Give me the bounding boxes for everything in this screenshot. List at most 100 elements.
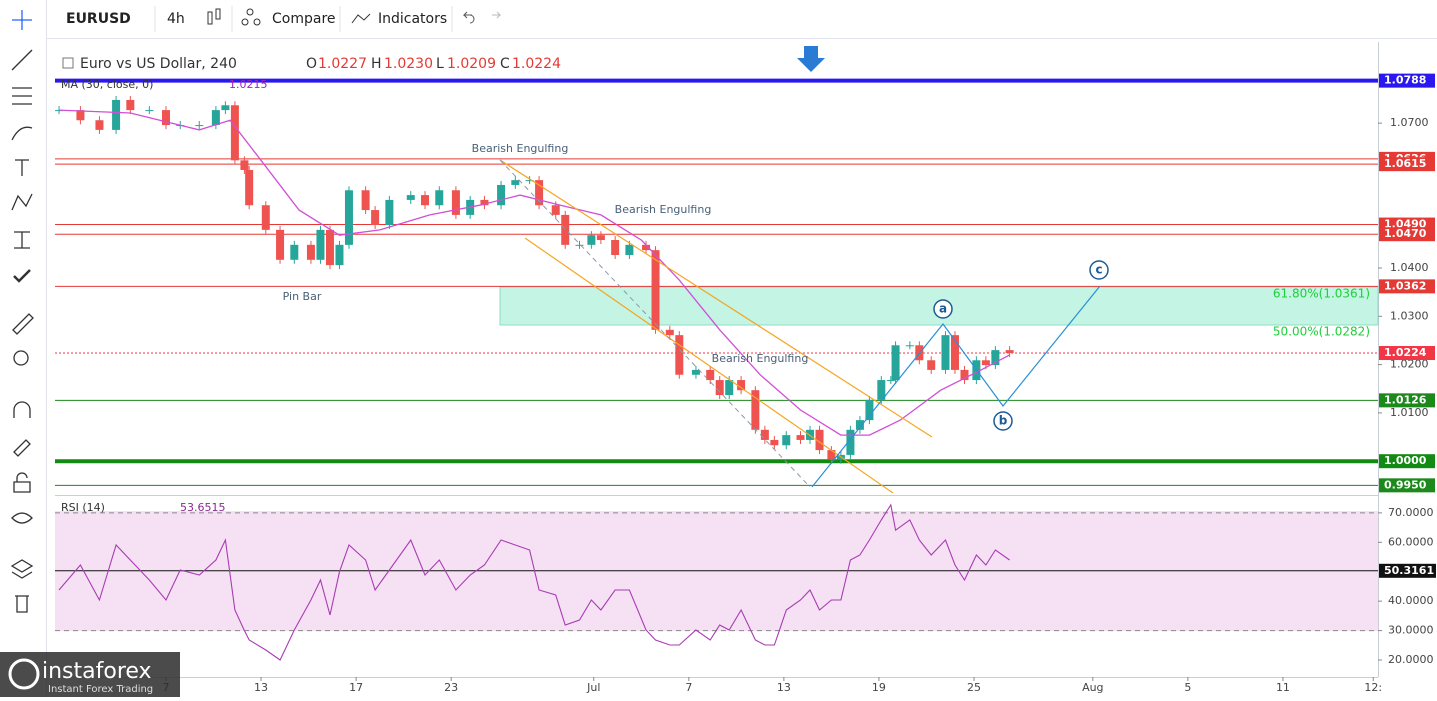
candle bbox=[877, 380, 886, 400]
candle bbox=[596, 235, 605, 241]
trendline-tool[interactable] bbox=[11, 49, 33, 71]
level-label: 1.0615 bbox=[1384, 157, 1426, 170]
crosshair-tool[interactable] bbox=[12, 10, 32, 30]
candle bbox=[406, 195, 415, 200]
candle bbox=[325, 229, 334, 266]
compare-button[interactable]: Compare bbox=[272, 11, 336, 27]
candle bbox=[927, 360, 936, 370]
candle bbox=[76, 110, 85, 121]
candle bbox=[316, 229, 325, 260]
level-label: 0.9950 bbox=[1384, 478, 1427, 491]
legend-h: H bbox=[371, 56, 382, 72]
lock-drawing-tool[interactable] bbox=[13, 439, 31, 457]
wave-text: a bbox=[939, 302, 947, 316]
fib-tool[interactable] bbox=[12, 87, 32, 105]
text-tool[interactable] bbox=[15, 159, 29, 176]
check-tool[interactable] bbox=[13, 269, 31, 283]
candle bbox=[306, 244, 315, 260]
x-tick-label: 7 bbox=[685, 681, 692, 694]
zoom-tool[interactable] bbox=[13, 350, 29, 366]
visibility-tool[interactable] bbox=[11, 512, 33, 524]
indicators-icon[interactable] bbox=[351, 13, 371, 24]
candle bbox=[451, 190, 460, 215]
y-tick-label: 1.0200 bbox=[1390, 358, 1429, 371]
measure-tool[interactable] bbox=[12, 313, 34, 335]
candle bbox=[276, 229, 285, 260]
candle bbox=[691, 369, 700, 375]
collapse-icon[interactable] bbox=[62, 57, 74, 69]
watermark-brand: instaforex bbox=[42, 659, 152, 684]
candle bbox=[335, 244, 344, 266]
candle bbox=[751, 390, 760, 430]
x-tick-label: 5 bbox=[1184, 681, 1191, 694]
rsi-label: RSI (14) bbox=[61, 501, 105, 514]
candle bbox=[245, 169, 254, 206]
x-tick-label: 12: bbox=[1364, 681, 1382, 694]
candle bbox=[941, 335, 950, 370]
ma-label: MA (30, close, 0) bbox=[61, 78, 153, 91]
y-tick-label: 1.0700 bbox=[1390, 116, 1429, 129]
candle bbox=[575, 244, 584, 246]
candle bbox=[981, 360, 990, 366]
candle bbox=[587, 235, 596, 245]
lock-tool[interactable] bbox=[13, 472, 31, 493]
prediction-tool[interactable] bbox=[14, 231, 30, 249]
arrow-down bbox=[797, 46, 825, 72]
x-tick-label: Jul bbox=[586, 681, 600, 694]
level-tag bbox=[1379, 227, 1435, 242]
annotation: Pin Bar bbox=[283, 290, 322, 303]
candle bbox=[706, 369, 715, 381]
brush-tool[interactable] bbox=[11, 126, 33, 141]
candle bbox=[815, 429, 824, 451]
legend-o-value: 1.0227 bbox=[318, 56, 367, 72]
candle bbox=[1005, 350, 1014, 354]
level-tag bbox=[1379, 478, 1435, 493]
redo-button[interactable] bbox=[492, 11, 502, 19]
x-tick-label: 11 bbox=[1276, 681, 1290, 694]
symbol[interactable]: EURUSD bbox=[66, 11, 131, 27]
candle bbox=[642, 244, 651, 251]
candle bbox=[715, 380, 724, 396]
candle bbox=[796, 435, 805, 440]
watermark-logo bbox=[8, 658, 40, 690]
rsi-tick-label: 20.0000 bbox=[1388, 653, 1434, 666]
candle bbox=[865, 399, 874, 421]
magnet-tool[interactable] bbox=[13, 401, 31, 418]
x-tick-label: 19 bbox=[872, 681, 886, 694]
indicators-button[interactable]: Indicators bbox=[378, 11, 447, 27]
compare-icon[interactable] bbox=[241, 8, 261, 26]
legend-o: O bbox=[306, 56, 317, 72]
undo-button[interactable] bbox=[462, 11, 475, 24]
level-tag bbox=[1379, 279, 1435, 294]
level-label: 1.0362 bbox=[1384, 279, 1426, 292]
delete-tool[interactable] bbox=[15, 595, 29, 613]
candle bbox=[361, 190, 370, 211]
candle bbox=[145, 110, 154, 112]
wave-text: b bbox=[999, 414, 1008, 428]
candle bbox=[551, 205, 560, 215]
interval[interactable]: 4h bbox=[167, 11, 185, 27]
ma-value: 1.0215 bbox=[229, 78, 268, 91]
rsi-tick-label: 40.0000 bbox=[1388, 594, 1434, 607]
fib-label: 50.00%(1.0282) bbox=[1273, 325, 1370, 339]
layers-tool[interactable] bbox=[10, 559, 34, 579]
y-tick-label: 1.0400 bbox=[1390, 261, 1429, 274]
x-tick-label: 23 bbox=[444, 681, 458, 694]
candle bbox=[290, 244, 299, 260]
candle bbox=[782, 435, 791, 446]
candle bbox=[827, 450, 836, 460]
pattern-tool[interactable] bbox=[11, 193, 33, 211]
level-label: 1.0224 bbox=[1384, 346, 1427, 359]
rsi-tick-label: 70.0000 bbox=[1388, 506, 1434, 519]
level-tag bbox=[1379, 393, 1435, 408]
chart-style-icon[interactable] bbox=[207, 8, 221, 25]
candle bbox=[385, 199, 394, 226]
legend-h-value: 1.0230 bbox=[384, 56, 433, 72]
candle bbox=[651, 250, 660, 330]
candle bbox=[95, 120, 104, 130]
candle bbox=[480, 199, 489, 206]
level-label: 1.0470 bbox=[1384, 227, 1427, 240]
candle bbox=[344, 190, 353, 245]
candle bbox=[886, 380, 895, 382]
rsi-marker-label: 50.3161 bbox=[1384, 564, 1434, 577]
